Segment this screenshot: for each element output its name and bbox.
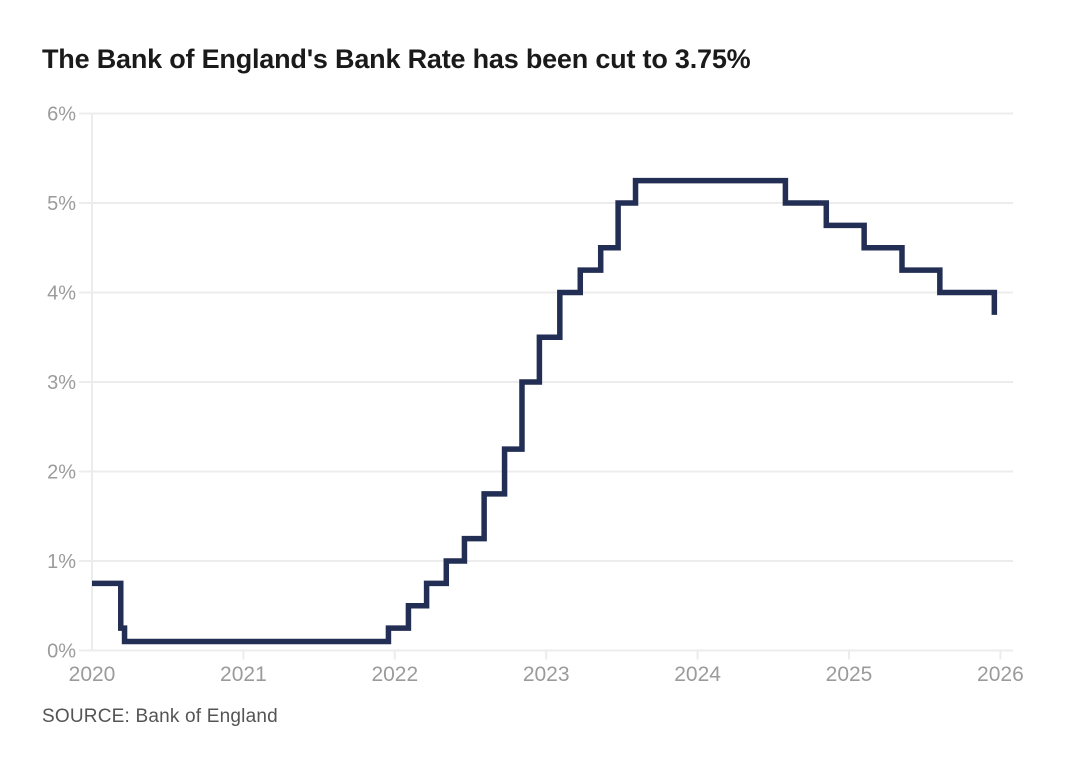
chart-title: The Bank of England's Bank Rate has been… xyxy=(42,44,751,74)
x-tick-label: 2025 xyxy=(826,663,873,686)
y-tick-label: 4% xyxy=(47,283,76,305)
x-tick-label: 2026 xyxy=(977,663,1024,686)
bank-rate-line xyxy=(92,177,998,645)
x-tick-label: 2022 xyxy=(371,663,418,686)
x-tick-label: 2021 xyxy=(220,663,267,686)
y-tick-label: 2% xyxy=(47,462,76,484)
x-tick-label: 2020 xyxy=(69,663,116,686)
y-tick-label: 1% xyxy=(47,551,76,573)
x-tick-label: 2024 xyxy=(674,663,721,686)
y-tick-label: 3% xyxy=(47,372,76,394)
y-tick-label: 5% xyxy=(47,193,76,215)
source-label: SOURCE: Bank of England xyxy=(42,706,278,727)
x-tick-label: 2023 xyxy=(523,663,570,686)
y-tick-label: 0% xyxy=(47,641,76,663)
y-tick-label: 6% xyxy=(47,104,76,126)
